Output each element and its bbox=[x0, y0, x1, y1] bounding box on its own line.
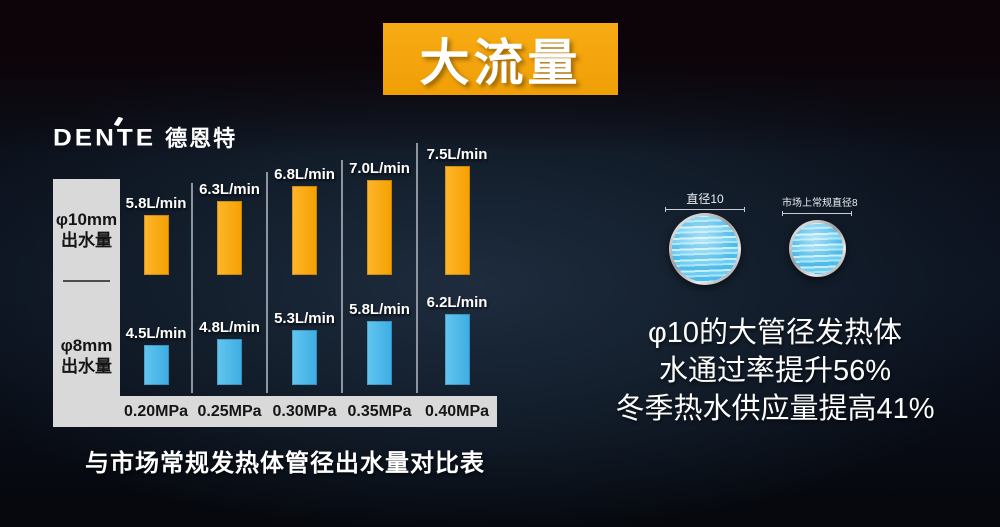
series-label-10mm-line2: 出水量 bbox=[61, 231, 112, 250]
dimension-tick bbox=[665, 207, 666, 212]
plot-area: 5.8L/min 4.5L/min 6.3L/min 4.8L/min 6.8L/min… bbox=[120, 143, 497, 396]
dimension-tick bbox=[782, 211, 783, 216]
series-label-10mm: φ10mm 出水量 bbox=[53, 209, 120, 251]
page-title: 大流量 bbox=[419, 35, 582, 91]
bar-φ10mm-0.35MPa bbox=[367, 180, 392, 275]
column-divider bbox=[416, 143, 418, 393]
benefit-line-1: φ10的大管径发热体 bbox=[647, 317, 903, 349]
y-axis-strip: φ10mm 出水量 φ8mm 出水量 bbox=[53, 179, 120, 423]
benefit-line-3: 冬季热水供应量提高41% bbox=[615, 393, 935, 425]
bar-value-label: 5.3L/min bbox=[274, 310, 335, 327]
brand-logo: DENTE 德恩特 bbox=[53, 116, 238, 153]
water-texture bbox=[791, 223, 843, 274]
bar-value-label: 6.3L/min bbox=[199, 181, 260, 198]
dimension-tick bbox=[851, 211, 852, 216]
pipe-small-dimension-line bbox=[782, 211, 852, 216]
pipe-small-image bbox=[788, 220, 846, 277]
pipe-large-label: 直径10 bbox=[686, 192, 724, 206]
logo-latin-text: DENTE bbox=[53, 123, 157, 151]
bar-φ8mm-0.30MPa bbox=[292, 330, 317, 385]
x-tick-label: 0.40MPa bbox=[424, 403, 490, 420]
title-banner: 大流量 bbox=[383, 23, 618, 95]
chart-caption: 与市场常规发热体管径出水量对比表 bbox=[85, 450, 485, 477]
pipe-large-group: 直径10 bbox=[665, 193, 745, 285]
bar-value-label: 4.8L/min bbox=[199, 319, 260, 336]
water-texture bbox=[672, 216, 738, 282]
bar-φ10mm-0.25MPa bbox=[217, 201, 242, 275]
benefit-line-2: 水通过率提升56% bbox=[658, 355, 892, 387]
pipe-large-image bbox=[669, 213, 741, 285]
column-divider bbox=[191, 183, 193, 393]
series-label-8mm-line1: φ8mm bbox=[60, 336, 113, 355]
bar-value-label: 7.0L/min bbox=[349, 160, 410, 177]
column-divider bbox=[266, 172, 268, 393]
dimension-tick bbox=[744, 207, 745, 212]
bar-φ10mm-0.30MPa bbox=[292, 186, 317, 275]
pipe-small-group: 市场上常规直径8 bbox=[782, 197, 858, 277]
bar-φ8mm-0.25MPa bbox=[217, 339, 242, 385]
series-label-10mm-line1: φ10mm bbox=[55, 210, 118, 229]
column-divider bbox=[341, 160, 343, 393]
x-tick-label: 0.25MPa bbox=[197, 403, 262, 420]
bar-φ10mm-0.40MPa bbox=[444, 166, 470, 275]
benefit-text: φ10的大管径发热体 水通过率提升56% 冬季热水供应量提高41% bbox=[575, 314, 975, 428]
series-label-8mm: φ8mm 出水量 bbox=[53, 335, 120, 377]
bar-value-label: 5.8L/min bbox=[125, 195, 187, 212]
bar-φ8mm-0.35MPa bbox=[367, 321, 392, 385]
x-tick-label: 0.35MPa bbox=[347, 403, 412, 420]
bar-φ8mm-0.40MPa bbox=[444, 314, 470, 385]
bar-value-label: 7.5L/min bbox=[426, 146, 488, 163]
bar-value-label: 5.8L/min bbox=[349, 301, 410, 318]
bar-value-label: 6.8L/min bbox=[274, 166, 335, 183]
bar-φ10mm-0.20MPa bbox=[143, 215, 169, 275]
x-axis-strip: 0.20MPa 0.25MPa 0.30MPa 0.35MPa 0.40MPa bbox=[53, 396, 497, 427]
pipe-large-dimension-line bbox=[665, 207, 745, 212]
x-tick-label: 0.20MPa bbox=[123, 403, 189, 420]
bar-value-label: 4.5L/min bbox=[125, 325, 187, 342]
logo-chinese-text: 德恩特 bbox=[165, 126, 238, 151]
bar-value-label: 6.2L/min bbox=[426, 294, 488, 311]
series-label-8mm-line2: 出水量 bbox=[61, 357, 112, 376]
bar-φ8mm-0.20MPa bbox=[143, 345, 169, 385]
axis-separator-line bbox=[63, 280, 110, 282]
pipe-small-label: 市场上常规直径8 bbox=[782, 198, 858, 209]
x-tick-label: 0.30MPa bbox=[272, 403, 337, 420]
